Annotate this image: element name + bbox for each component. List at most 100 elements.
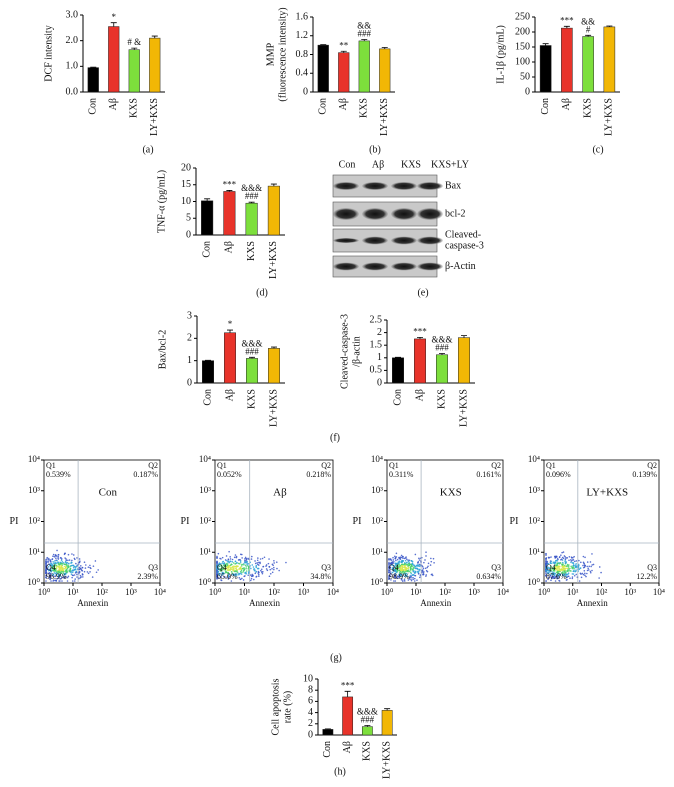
event-dot xyxy=(570,557,573,559)
event-dot xyxy=(229,560,231,563)
event-dot xyxy=(67,575,70,578)
event-dot xyxy=(584,574,586,577)
y-tick-label: 250 xyxy=(515,11,530,22)
quadrant-name: Q1 xyxy=(46,461,56,470)
bar xyxy=(246,358,258,384)
x-tick-label: KXS xyxy=(129,98,140,118)
event-dot xyxy=(73,580,76,582)
event-dot xyxy=(567,570,570,572)
event-dot xyxy=(245,559,247,562)
event-dot xyxy=(417,571,420,574)
y-tick-label: 10 xyxy=(303,673,313,684)
y-tick-label: 10³ xyxy=(371,485,383,495)
event-dot xyxy=(394,574,397,576)
event-dot xyxy=(561,569,564,572)
significance-mark: ### xyxy=(358,29,372,39)
event-dot xyxy=(395,556,398,558)
event-dot xyxy=(235,567,237,570)
event-dot xyxy=(421,565,424,568)
event-dot xyxy=(261,557,264,560)
event-dot xyxy=(229,569,231,572)
event-dot xyxy=(591,553,593,555)
event-dot xyxy=(232,573,235,575)
event-dot xyxy=(570,558,572,561)
error-bar xyxy=(90,66,97,68)
event-dot xyxy=(402,566,404,569)
event-dot xyxy=(408,559,411,562)
event-dot xyxy=(273,566,275,569)
event-dot xyxy=(388,574,390,577)
quadrant-percent: 98.9% xyxy=(389,572,410,581)
event-dot xyxy=(418,557,420,560)
error-bar xyxy=(249,356,255,359)
event-dot xyxy=(272,564,274,567)
x-tick-label: Con xyxy=(322,741,333,758)
event-dot xyxy=(61,567,64,569)
event-dot xyxy=(404,569,407,571)
event-dot xyxy=(250,577,253,580)
lane-label: Aβ xyxy=(372,159,384,170)
event-dot xyxy=(401,575,404,578)
event-dot xyxy=(402,570,405,573)
x-tick-label: 10¹ xyxy=(567,587,579,597)
event-dot xyxy=(45,561,47,563)
y-tick-label: 1 xyxy=(187,355,192,366)
event-dot xyxy=(425,569,428,572)
x-tick-label: LY+KXS xyxy=(268,389,279,427)
x-tick-label: 10⁴ xyxy=(497,587,509,597)
event-dot xyxy=(67,563,70,565)
event-dot xyxy=(220,574,223,576)
event-dot xyxy=(413,580,416,582)
error-bar xyxy=(384,708,391,711)
x-tick-label: 10² xyxy=(268,587,280,597)
y-tick-label: 0 xyxy=(186,229,191,240)
panel-label: (g) xyxy=(330,652,342,663)
event-dot xyxy=(273,562,275,564)
y-tick-label: 2 xyxy=(187,333,192,344)
event-dot xyxy=(409,575,412,577)
x-tick-label: KXS xyxy=(246,241,257,261)
event-dot xyxy=(558,572,561,575)
event-dot xyxy=(565,575,567,578)
event-dot xyxy=(65,569,67,571)
quadrant-name: Q1 xyxy=(217,461,227,470)
blot-band xyxy=(391,182,417,190)
event-dot xyxy=(53,568,56,571)
event-dot xyxy=(405,558,408,560)
quadrant-percent: 0.096% xyxy=(546,470,571,479)
error-bar xyxy=(439,353,445,355)
bar xyxy=(458,337,470,384)
event-dot xyxy=(243,568,246,571)
event-dot xyxy=(547,570,550,572)
event-dot xyxy=(57,555,60,558)
event-dot xyxy=(63,553,66,556)
blot-band xyxy=(333,182,359,190)
event-dot xyxy=(245,558,248,560)
event-dot xyxy=(216,571,218,573)
event-dot xyxy=(582,564,584,567)
event-dot xyxy=(427,562,430,565)
event-dot xyxy=(555,568,557,571)
y-axis-label: IL-1β (pg/mL) xyxy=(495,25,506,84)
event-dot xyxy=(391,571,394,574)
bar xyxy=(342,696,354,736)
event-dot xyxy=(406,564,408,566)
quadrant-name: Q2 xyxy=(491,461,501,470)
event-dot xyxy=(389,558,392,560)
event-dot xyxy=(239,563,241,565)
event-dot xyxy=(403,557,406,560)
event-dot xyxy=(271,567,273,570)
event-dot xyxy=(545,568,547,571)
event-dot xyxy=(389,571,392,573)
event-dot xyxy=(575,566,578,569)
event-dot xyxy=(557,558,559,561)
event-dot xyxy=(554,555,557,558)
event-dot xyxy=(404,559,407,562)
event-dot xyxy=(399,558,402,561)
event-dot xyxy=(556,574,558,576)
event-dot xyxy=(424,567,427,570)
blot-band xyxy=(417,182,443,190)
significance-mark: &&& xyxy=(241,338,262,348)
event-dot xyxy=(555,567,558,569)
